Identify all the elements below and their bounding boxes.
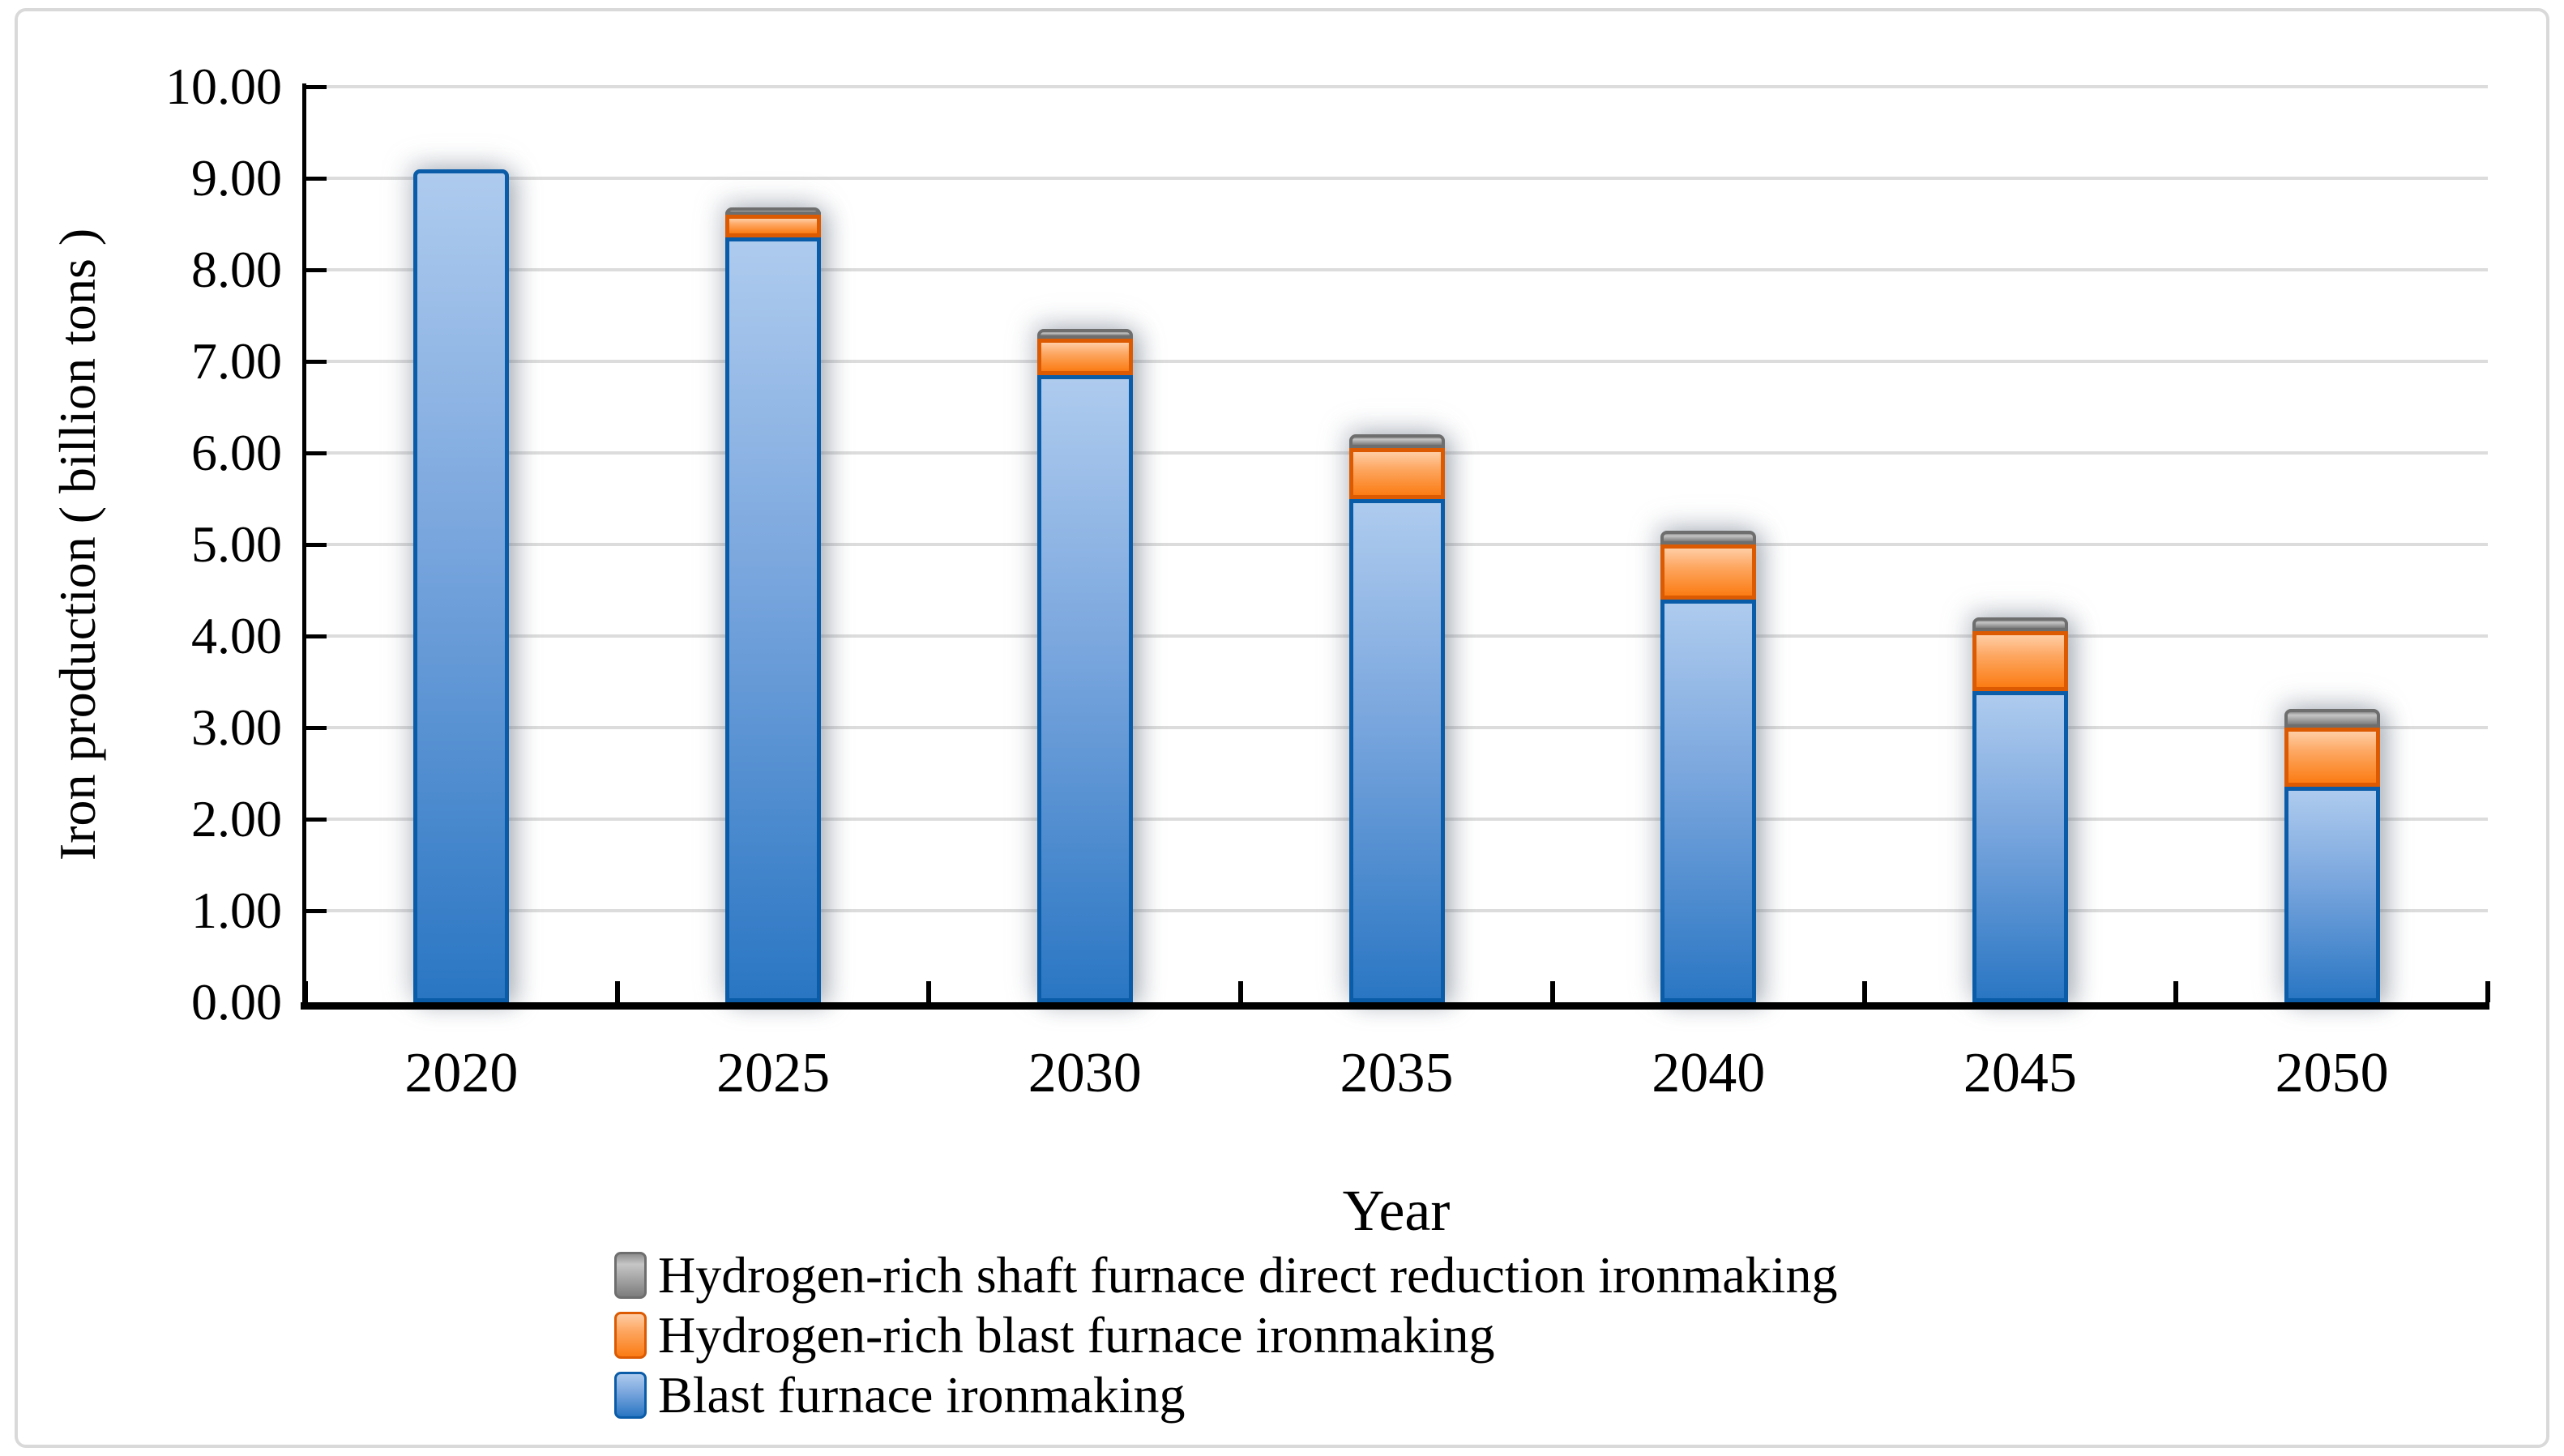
bar-2020	[413, 169, 510, 1002]
bar-2050	[2284, 709, 2380, 1002]
x-axis-title: Year	[1342, 1178, 1451, 1243]
x-tick-label-2050: 2050	[2275, 1042, 2389, 1104]
y-tick-label-0.00: 0.00	[191, 973, 282, 1031]
y-axis-line	[302, 83, 306, 1010]
x-axis-boundary-tick-5	[1861, 981, 1867, 1002]
bar-2040	[1660, 531, 1757, 1002]
legend-label-orange: Hydrogen-rich blast furnace ironmaking	[658, 1306, 1495, 1364]
y-axis-tick-1	[306, 909, 327, 913]
y-tick-label-6.00: 6.00	[191, 424, 282, 481]
bar-2035	[1348, 434, 1445, 1002]
bar-segment-2040-blue	[1660, 599, 1757, 1002]
x-axis-boundary-tick-7	[2485, 981, 2490, 1002]
bar-segment-2050-gray	[2284, 709, 2380, 728]
y-axis-title: Iron production ( billion tons )	[49, 228, 106, 861]
y-axis-tick-9	[306, 177, 327, 181]
x-tick-label-2030: 2030	[1028, 1042, 1142, 1104]
y-tick-label-9.00: 9.00	[191, 149, 282, 207]
y-tick-label-3.00: 3.00	[191, 698, 282, 756]
y-axis-tick-3	[306, 726, 327, 730]
bar-segment-2020-blue	[413, 169, 510, 1002]
bar-segment-2045-gray	[1972, 617, 2068, 632]
legend-swatch-blue	[614, 1372, 647, 1419]
y-axis-tick-5	[306, 543, 327, 547]
x-axis-boundary-tick-3	[1238, 981, 1244, 1002]
x-axis-boundary-tick-6	[2173, 981, 2179, 1002]
figure-border	[15, 8, 2549, 1448]
bar-segment-2030-gray	[1036, 329, 1133, 339]
y-axis-tick-2	[306, 818, 327, 822]
bar-2030	[1036, 329, 1133, 1002]
x-tick-label-2045: 2045	[1963, 1042, 2077, 1104]
legend-swatch-orange	[614, 1312, 647, 1359]
gridline-7	[307, 360, 2488, 363]
y-tick-label-2.00: 2.00	[191, 790, 282, 848]
x-tick-label-2040: 2040	[1652, 1042, 1766, 1104]
legend-item-blue: Blast furnace ironmaking	[614, 1369, 1837, 1421]
legend-item-gray: Hydrogen-rich shaft furnace direct reduc…	[614, 1249, 1837, 1301]
gridline-9	[307, 177, 2488, 180]
y-axis-tick-6	[306, 451, 327, 455]
bar-segment-2025-blue	[725, 237, 822, 1002]
bar-segment-2045-orange	[1972, 631, 2068, 691]
bar-2045	[1972, 617, 2068, 1002]
bar-segment-2025-orange	[725, 215, 822, 238]
legend-swatch-gray	[614, 1252, 647, 1299]
bar-segment-2050-orange	[2284, 728, 2380, 788]
bar-segment-2030-blue	[1036, 374, 1133, 1002]
bar-segment-2050-blue	[2284, 787, 2380, 1002]
plot-area	[303, 85, 2490, 1002]
bar-segment-2045-blue	[1972, 690, 2068, 1002]
x-tick-label-2035: 2035	[1340, 1042, 1454, 1104]
bar-segment-2040-orange	[1660, 544, 1757, 600]
bar-segment-2030-orange	[1036, 338, 1133, 375]
x-axis-line	[301, 1002, 2489, 1010]
y-tick-label-10.00: 10.00	[165, 58, 282, 115]
bar-2025	[725, 207, 822, 1002]
y-tick-label-1.00: 1.00	[191, 882, 282, 939]
y-axis-tick-8	[306, 268, 327, 272]
bar-segment-2035-gray	[1348, 434, 1445, 449]
bar-segment-2040-gray	[1660, 531, 1757, 544]
bar-segment-2035-blue	[1348, 498, 1445, 1002]
x-axis-boundary-tick-1	[614, 981, 620, 1002]
x-axis-boundary-tick-2	[926, 981, 932, 1002]
y-axis-tick-4	[306, 634, 327, 638]
legend-label-gray: Hydrogen-rich shaft furnace direct reduc…	[658, 1246, 1838, 1304]
legend-item-orange: Hydrogen-rich blast furnace ironmaking	[614, 1309, 1837, 1361]
x-axis-boundary-tick-4	[1549, 981, 1555, 1002]
bar-segment-2025-gray	[725, 207, 822, 216]
x-tick-label-2025: 2025	[716, 1042, 831, 1104]
y-tick-label-8.00: 8.00	[191, 241, 282, 298]
gridline-8	[307, 268, 2488, 271]
gridline-10	[307, 85, 2488, 88]
y-tick-label-4.00: 4.00	[191, 607, 282, 664]
bar-segment-2035-orange	[1348, 448, 1445, 499]
legend-label-blue: Blast furnace ironmaking	[658, 1366, 1186, 1424]
y-axis-tick-7	[306, 360, 327, 364]
y-tick-label-7.00: 7.00	[191, 332, 282, 390]
x-tick-label-2020: 2020	[404, 1042, 519, 1104]
y-axis-tick-10	[306, 85, 327, 89]
y-tick-label-5.00: 5.00	[191, 515, 282, 573]
legend: Hydrogen-rich shaft furnace direct reduc…	[614, 1249, 1837, 1421]
